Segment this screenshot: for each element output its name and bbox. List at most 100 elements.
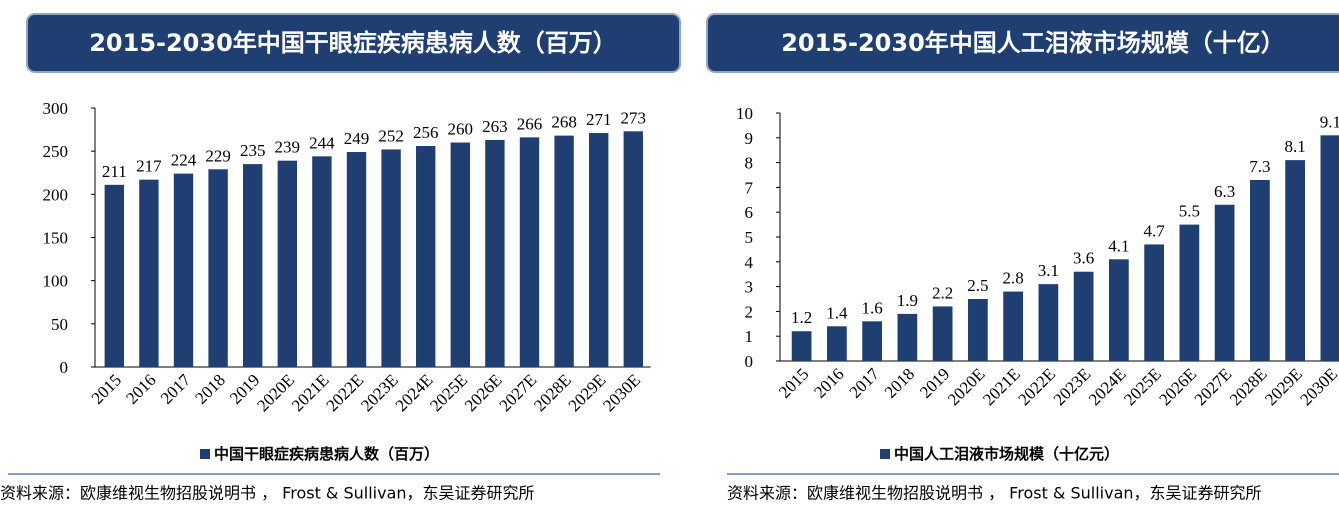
x-tick-label: 2017: [845, 364, 883, 402]
data-label: 2.2: [932, 283, 953, 302]
legend-swatch: [200, 449, 210, 459]
data-label: 266: [517, 114, 543, 133]
data-label: 4.1: [1108, 236, 1129, 255]
legend-swatch: [880, 449, 890, 459]
data-label: 3.1: [1038, 261, 1059, 280]
x-tick-label: 2028E: [530, 370, 575, 415]
chart-title: 2015-2030年中国干眼症疾病患病人数（百万）: [89, 29, 617, 57]
data-label: 2.5: [967, 276, 988, 295]
bar: [827, 326, 847, 361]
data-label: 1.2: [791, 308, 812, 327]
data-label: 9.1: [1320, 112, 1339, 131]
bar: [485, 139, 505, 367]
bar: [381, 149, 401, 367]
bar: [173, 173, 194, 367]
x-tick-label: 2029E: [1261, 364, 1306, 409]
y-tick-label: 3: [745, 278, 754, 297]
data-label: 1.6: [862, 298, 883, 317]
y-tick-label: 0: [745, 352, 754, 371]
data-label: 229: [205, 146, 231, 165]
bar: [791, 331, 812, 361]
x-tick-label: 2029E: [565, 370, 610, 415]
y-tick-label: 250: [43, 142, 69, 161]
x-tick-label: 2016: [122, 370, 159, 407]
bar: [519, 137, 540, 367]
x-tick-label: 2022E: [1014, 364, 1059, 409]
x-tick-label: 2016: [810, 364, 847, 401]
source-note: 资料来源：欧康维视生物招股说明书 ， Frost & Sullivan，东吴证券…: [727, 484, 1262, 503]
data-label: 1.4: [826, 303, 848, 322]
legend-label: 中国人工泪液市场规模（十亿元）: [894, 445, 1119, 463]
x-tick-label: 2020E: [944, 364, 989, 409]
bar: [208, 169, 228, 367]
x-tick-label: 2015: [775, 364, 812, 401]
bar: [450, 142, 470, 367]
chart-title: 2015-2030年中国人工泪液市场规模（十亿）: [781, 29, 1285, 57]
x-tick-label: 2028E: [1226, 364, 1271, 409]
data-label: 4.7: [1144, 221, 1166, 240]
bar: [277, 160, 297, 367]
x-tick-label: 2030E: [1296, 364, 1339, 409]
bar: [346, 152, 367, 367]
y-tick-label: 300: [43, 99, 69, 118]
data-label: 263: [482, 117, 508, 136]
x-tick-label: 2027E: [496, 370, 541, 415]
bar: [589, 133, 609, 367]
y-tick-label: 9: [745, 129, 754, 148]
bar: [554, 135, 574, 367]
bar: [623, 131, 643, 367]
y-tick-label: 100: [43, 272, 69, 291]
y-tick-label: 10: [736, 104, 753, 123]
x-tick-label: 2026E: [461, 370, 506, 415]
x-tick-label: 2021E: [288, 370, 333, 415]
data-label: 244: [309, 133, 335, 152]
y-tick-label: 6: [745, 203, 754, 222]
bar: [1250, 179, 1270, 361]
bar: [416, 145, 436, 367]
legend-label: 中国干眼症疾病患病人数（百万）: [214, 445, 439, 463]
data-label: 7.3: [1249, 157, 1270, 176]
data-label: 211: [102, 162, 127, 181]
bar: [1144, 244, 1164, 361]
bar: [1320, 135, 1339, 361]
data-label: 256: [413, 123, 439, 142]
data-label: 252: [378, 126, 404, 145]
bar: [1003, 291, 1023, 361]
y-tick-label: 200: [43, 185, 69, 204]
x-tick-label: 2017: [157, 370, 195, 408]
x-tick-label: 2026E: [1155, 364, 1200, 409]
data-label: 2.8: [1003, 269, 1024, 288]
bar: [1179, 224, 1200, 361]
bar: [1038, 284, 1059, 361]
bar: [1214, 204, 1235, 361]
bar: [312, 156, 332, 367]
y-tick-label: 8: [745, 154, 754, 173]
bar: [104, 184, 124, 367]
source-note: 资料来源：欧康维视生物招股说明书 ， Frost & Sullivan，东吴证券…: [0, 484, 535, 503]
bar: [1285, 160, 1305, 361]
title-banner: [706, 13, 1339, 73]
data-label: 271: [586, 110, 612, 129]
y-tick-label: 50: [51, 315, 68, 334]
y-tick-label: 4: [745, 253, 754, 272]
x-tick-label: 2025E: [1120, 364, 1165, 409]
x-tick-label: 2021E: [979, 364, 1024, 409]
x-tick-label: 2015: [88, 370, 125, 407]
data-label: 217: [136, 157, 162, 176]
data-label: 3.6: [1073, 249, 1094, 268]
y-tick-label: 0: [60, 358, 69, 377]
x-tick-label: 2025E: [426, 370, 471, 415]
x-tick-label: 2018: [881, 364, 918, 401]
x-tick-label: 2024E: [392, 370, 437, 415]
x-tick-label: 2020E: [253, 370, 298, 415]
data-label: 1.9: [897, 291, 918, 310]
bar: [862, 321, 882, 361]
data-label: 8.1: [1285, 137, 1306, 156]
x-tick-label: 2023E: [357, 370, 402, 415]
y-tick-label: 2: [745, 302, 754, 321]
data-label: 239: [275, 138, 301, 157]
data-label: 224: [171, 151, 197, 170]
bar: [932, 306, 953, 361]
x-tick-label: 2027E: [1191, 364, 1236, 409]
